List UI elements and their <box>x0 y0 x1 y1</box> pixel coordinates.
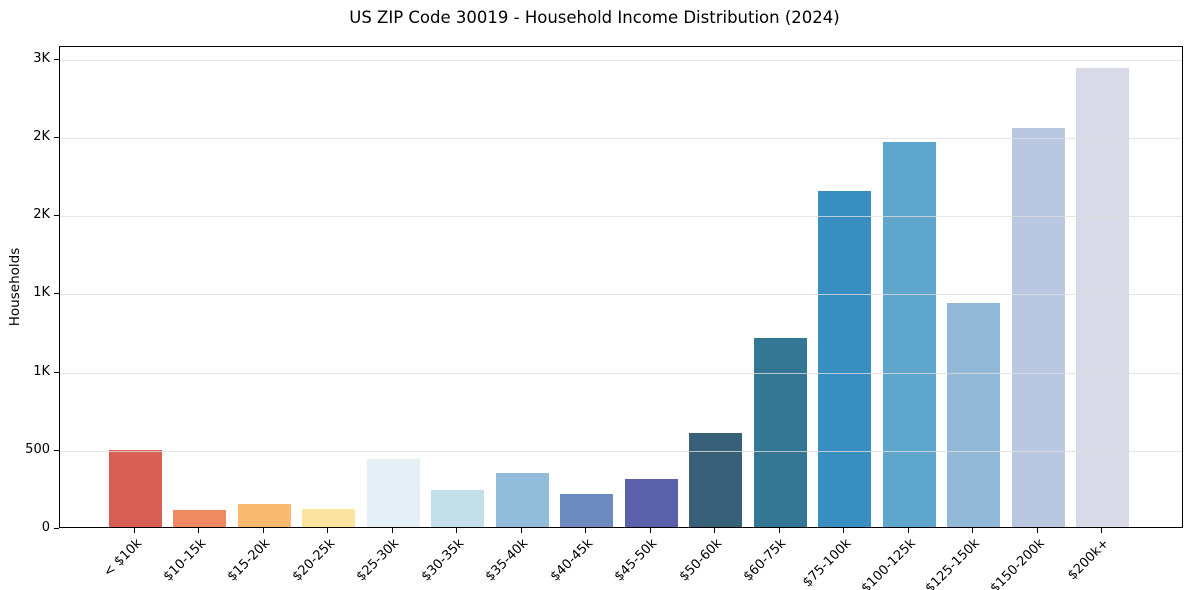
x-tick-mark-11 <box>843 528 844 533</box>
y-tick-label-5: 2K <box>33 128 50 144</box>
y-tick-mark-4 <box>54 215 59 216</box>
plot-area <box>59 46 1183 528</box>
x-tick-label-4: $25-30k <box>354 536 403 585</box>
bar-14 <box>1011 127 1065 527</box>
bar-4 <box>366 458 420 527</box>
x-tick-label-14: $150-200k <box>987 536 1048 590</box>
x-tick-mark-1 <box>198 528 199 533</box>
y-tick-label-2: 1K <box>33 363 50 379</box>
x-tick-mark-3 <box>327 528 328 533</box>
x-tick-label-5: $30-35k <box>418 536 468 585</box>
x-tick-mark-8 <box>649 528 651 533</box>
y-tick-mark-0 <box>54 528 59 529</box>
x-tick-mark-2 <box>262 528 264 533</box>
bar-9 <box>689 433 742 527</box>
bar-7 <box>560 494 613 527</box>
x-tick-label-0: < $10k <box>100 536 145 581</box>
gridline-2500 <box>60 137 1182 139</box>
x-tick-label-8: $45-50k <box>612 536 661 585</box>
bar-2 <box>237 504 291 527</box>
x-tick-label-15: $200k+ <box>1065 536 1113 584</box>
x-tick-mark-9 <box>714 528 715 533</box>
x-tick-label-7: $40-45k <box>547 536 597 585</box>
x-tick-mark-0 <box>133 528 135 533</box>
x-tick-mark-5 <box>456 528 457 533</box>
gridline-2000 <box>60 216 1182 217</box>
bar-8 <box>624 478 678 527</box>
y-tick-label-4: 2K <box>33 207 50 222</box>
bar-15 <box>1076 68 1129 527</box>
y-tick-mark-1 <box>54 449 59 451</box>
bar-5 <box>431 490 484 527</box>
y-tick-mark-2 <box>54 371 59 373</box>
y-tick-mark-6 <box>54 58 59 60</box>
gridline-1000 <box>60 372 1182 374</box>
x-tick-label-12: $100-125k <box>858 536 919 590</box>
x-tick-label-10: $60-75k <box>741 536 790 585</box>
x-tick-label-2: $15-20k <box>225 536 274 585</box>
bar-0 <box>108 450 162 527</box>
x-tick-mark-13 <box>972 528 973 533</box>
x-tick-mark-12 <box>907 528 909 533</box>
bar-10 <box>753 337 807 527</box>
x-tick-mark-6 <box>520 528 522 533</box>
x-tick-mark-14 <box>1036 528 1038 533</box>
x-tick-label-6: $35-40k <box>483 536 532 585</box>
y-tick-label-6: 3K <box>33 50 50 66</box>
y-tick-label-0: 0 <box>41 520 50 535</box>
bar-6 <box>495 473 549 527</box>
chart-title: US ZIP Code 30019 - Household Income Dis… <box>349 8 840 27</box>
gridline-500 <box>60 450 1182 452</box>
x-tick-mark-15 <box>1101 528 1102 533</box>
x-tick-label-1: $10-15k <box>160 536 210 585</box>
x-tick-label-9: $50-60k <box>676 536 726 585</box>
y-tick-label-3: 1K <box>33 285 50 301</box>
y-tick-mark-3 <box>54 293 59 295</box>
bar-1 <box>173 509 226 527</box>
y-tick-mark-5 <box>54 136 59 138</box>
gridline-3000 <box>60 59 1182 61</box>
gridline-1500 <box>60 294 1182 296</box>
x-tick-label-3: $20-25k <box>289 536 339 585</box>
bar-13 <box>947 303 1000 527</box>
bar-3 <box>302 509 355 527</box>
x-tick-mark-7 <box>585 528 586 533</box>
bar-11 <box>818 190 871 527</box>
x-tick-mark-4 <box>391 528 393 533</box>
x-tick-mark-10 <box>778 528 780 533</box>
y-tick-label-1: 500 <box>25 441 50 457</box>
x-tick-label-11: $75-100k <box>799 536 855 590</box>
x-tick-label-13: $125-150k <box>922 536 984 590</box>
bar-12 <box>882 142 936 527</box>
